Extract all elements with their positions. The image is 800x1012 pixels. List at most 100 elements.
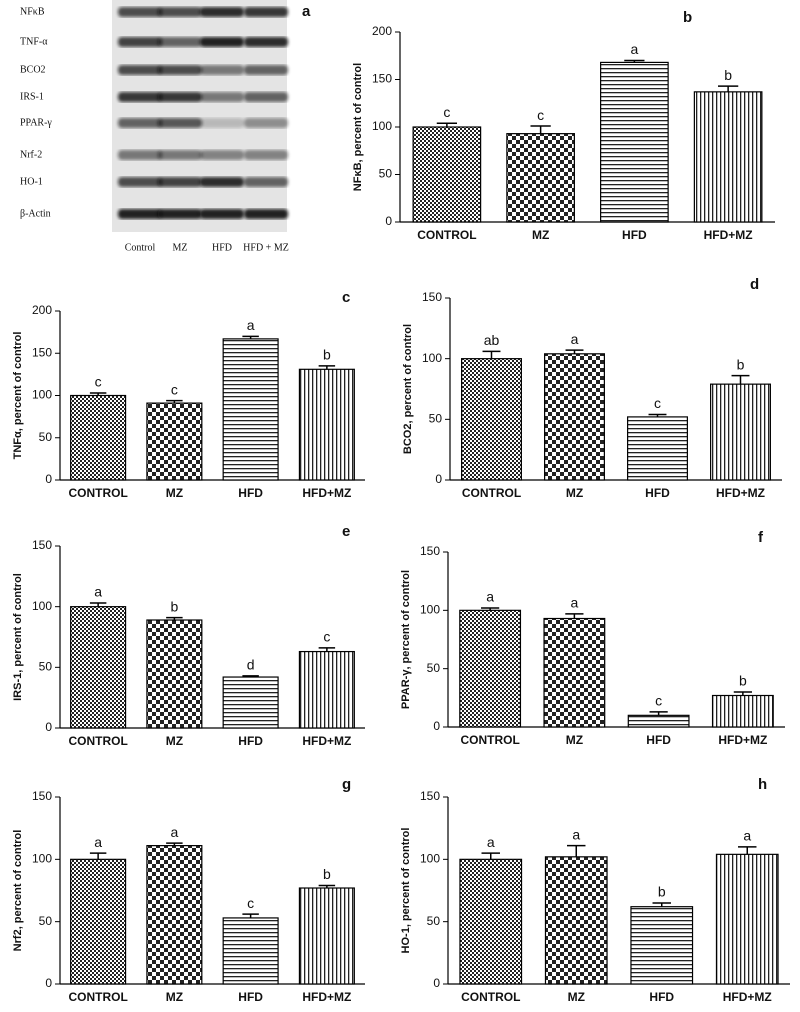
panel-label: h xyxy=(758,776,767,793)
band xyxy=(158,7,202,17)
x-tick-label: CONTROL xyxy=(68,486,127,500)
band xyxy=(244,150,288,160)
y-tick-label: 0 xyxy=(433,719,440,733)
x-tick-label: CONTROL xyxy=(68,734,127,748)
y-axis-label: BCO2, percent of control xyxy=(402,324,414,454)
significance-label: c xyxy=(171,381,178,397)
x-tick-label: MZ xyxy=(532,228,549,242)
protein-label: Nrf-2 xyxy=(20,149,42,160)
y-axis-label: PPAR-γ, percent of control xyxy=(400,570,412,709)
error-bar xyxy=(738,846,757,855)
band xyxy=(244,118,288,128)
x-tick-label: MZ xyxy=(568,990,585,1004)
error-bar xyxy=(436,122,457,127)
error-bar xyxy=(482,350,501,359)
x-tick-label: HFD+MZ xyxy=(723,990,772,1004)
y-tick-label: 0 xyxy=(435,472,442,486)
bar xyxy=(70,606,127,729)
bar xyxy=(146,619,203,729)
x-tick-label: HFD+MZ xyxy=(704,228,753,242)
significance-label: a xyxy=(486,589,494,605)
error-bar xyxy=(718,85,739,92)
y-tick-label: 100 xyxy=(32,852,52,866)
bar xyxy=(711,694,774,728)
y-tick-label: 0 xyxy=(385,214,392,228)
y-tick-label: 150 xyxy=(420,789,440,803)
band xyxy=(158,177,202,187)
panel-label: b xyxy=(683,9,692,26)
error-bar xyxy=(166,842,183,846)
y-tick-label: 100 xyxy=(422,351,442,365)
band xyxy=(200,118,244,128)
x-tick-label: HFD+MZ xyxy=(718,733,767,747)
x-tick-label: CONTROL xyxy=(68,990,127,1004)
x-tick-label: HFD xyxy=(622,228,647,242)
bar xyxy=(627,416,688,481)
significance-label: ab xyxy=(484,332,500,348)
band xyxy=(244,177,288,187)
error-bar xyxy=(242,913,259,918)
x-tick-label: HFD xyxy=(238,486,263,500)
x-tick-label: HFD+MZ xyxy=(302,486,351,500)
significance-label: b xyxy=(739,673,747,689)
x-tick-label: HFD xyxy=(649,990,674,1004)
significance-label: b xyxy=(323,866,331,882)
y-tick-label: 0 xyxy=(45,720,52,734)
western-blot: NFκB TNF-α BCO2 IRS-1 PPAR-γ Nrf-2 HO-1 β-Actin… xyxy=(20,6,289,253)
y-tick-label: 0 xyxy=(45,976,52,990)
bar xyxy=(506,133,575,223)
bar xyxy=(298,368,355,481)
error-bar xyxy=(481,852,500,860)
band xyxy=(118,92,162,102)
x-tick-label: HFD xyxy=(646,733,671,747)
x-tick-label: MZ xyxy=(166,734,183,748)
y-tick-label: 50 xyxy=(427,661,441,675)
band xyxy=(118,118,162,128)
bar xyxy=(461,358,522,481)
y-tick-label: 100 xyxy=(420,852,440,866)
bar xyxy=(543,617,606,728)
panel-label: c xyxy=(342,289,350,306)
x-tick-label: HFD xyxy=(645,486,670,500)
x-tick-label: HFD+MZ xyxy=(716,486,765,500)
protein-label: TNF-α xyxy=(20,36,48,47)
significance-label: a xyxy=(572,826,580,842)
y-axis-label: TNFα, percent of control xyxy=(12,332,24,460)
band xyxy=(158,209,202,219)
x-tick-label: HFD+MZ xyxy=(302,734,351,748)
bar xyxy=(146,845,203,985)
significance-label: c xyxy=(323,629,330,645)
band xyxy=(200,37,244,47)
band xyxy=(200,7,244,17)
error-bar xyxy=(166,616,183,621)
x-tick-label: HFD xyxy=(238,990,263,1004)
error-bar xyxy=(89,392,107,396)
bar xyxy=(544,856,608,985)
band xyxy=(200,209,244,219)
bar xyxy=(146,402,203,481)
band xyxy=(158,92,202,102)
protein-label: HO-1 xyxy=(20,176,43,187)
bar xyxy=(298,887,355,985)
lane-label: Control xyxy=(125,242,156,253)
significance-label: d xyxy=(247,657,255,673)
significance-label: b xyxy=(724,67,732,83)
significance-label: c xyxy=(654,395,661,411)
y-tick-label: 150 xyxy=(420,544,440,558)
panel-label: e xyxy=(342,523,350,540)
error-bar xyxy=(565,613,584,619)
error-bar xyxy=(530,125,551,134)
significance-label: a xyxy=(571,331,579,347)
error-bar xyxy=(567,844,586,857)
x-tick-label: MZ xyxy=(566,486,583,500)
bar xyxy=(70,858,127,985)
bar xyxy=(222,676,279,729)
error-bar xyxy=(318,884,336,889)
band xyxy=(200,65,244,75)
error-bar xyxy=(649,711,668,716)
y-tick-label: 150 xyxy=(32,789,52,803)
band xyxy=(244,37,288,47)
band xyxy=(244,209,288,219)
band xyxy=(200,177,244,187)
